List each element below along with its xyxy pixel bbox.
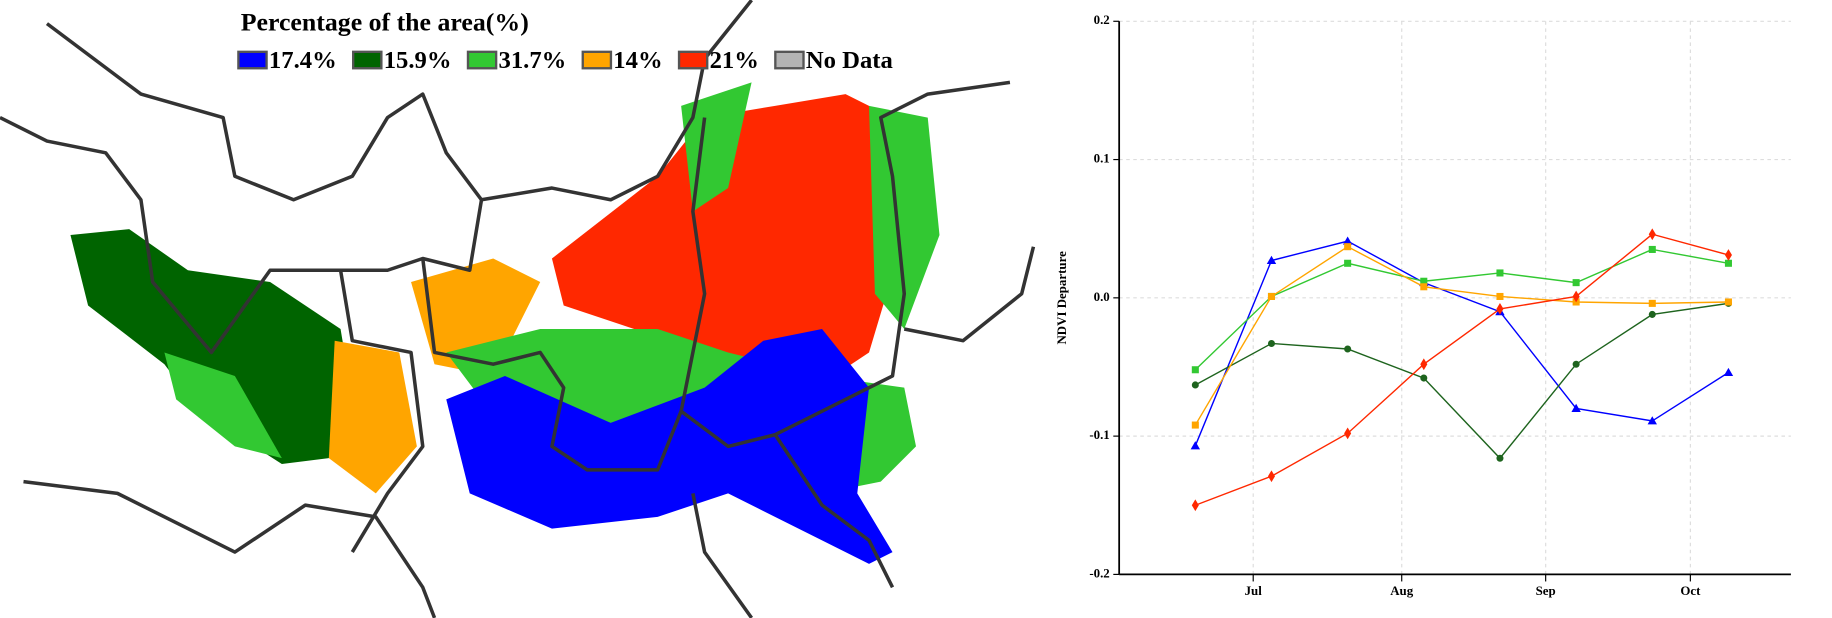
point bbox=[1647, 416, 1657, 425]
map-region bbox=[869, 105, 940, 329]
point bbox=[1344, 243, 1352, 251]
legend-label: 31.7% bbox=[499, 47, 567, 74]
boundary bbox=[23, 479, 437, 618]
boundary bbox=[691, 493, 754, 618]
point bbox=[1496, 292, 1504, 300]
boundary bbox=[903, 246, 1036, 343]
series-line bbox=[1194, 240, 1729, 447]
point bbox=[1496, 269, 1504, 277]
boundary bbox=[0, 0, 753, 355]
series-line bbox=[1194, 248, 1729, 371]
point bbox=[1648, 228, 1656, 241]
map-region bbox=[446, 328, 893, 564]
map-region bbox=[328, 340, 417, 494]
point bbox=[1420, 283, 1428, 291]
series-line bbox=[1194, 245, 1729, 426]
point bbox=[1723, 367, 1734, 377]
point bbox=[1571, 403, 1581, 412]
series-line bbox=[1194, 302, 1729, 460]
y-tick-label: -0.1 bbox=[1089, 427, 1109, 442]
boundary bbox=[45, 22, 483, 202]
map-title: Percentage of the area(%) bbox=[241, 8, 529, 37]
point bbox=[1648, 299, 1656, 307]
legend-label: 15.9% bbox=[384, 47, 452, 74]
point bbox=[1267, 470, 1276, 483]
map-region bbox=[164, 352, 282, 459]
series-line bbox=[1195, 233, 1729, 506]
map: Percentage of the area(%) bbox=[0, 0, 1036, 618]
point bbox=[1496, 303, 1504, 315]
legend-label: 17.4% bbox=[269, 47, 337, 74]
point bbox=[1342, 236, 1353, 245]
y-tick-label: 0.1 bbox=[1094, 151, 1110, 166]
map-region bbox=[551, 94, 905, 400]
point bbox=[1648, 245, 1656, 253]
y-axis-label: NDVI Departure bbox=[1054, 251, 1069, 345]
point bbox=[1724, 249, 1732, 261]
point bbox=[1496, 454, 1504, 462]
boundary bbox=[773, 433, 895, 589]
y-tick-label: 0.2 bbox=[1094, 12, 1110, 27]
y-tick-label: 0.0 bbox=[1094, 289, 1110, 304]
x-tick-label: Sep bbox=[1536, 583, 1556, 598]
legend-label: No Data bbox=[806, 47, 893, 74]
y-tick-label: -0.2 bbox=[1089, 565, 1109, 580]
point bbox=[1724, 298, 1732, 306]
point bbox=[1267, 339, 1276, 347]
legend-label: 21% bbox=[710, 47, 759, 74]
legend-swatch bbox=[352, 50, 383, 70]
point bbox=[1420, 374, 1428, 382]
legend-swatch bbox=[774, 50, 805, 70]
legend-swatch bbox=[581, 50, 613, 70]
point bbox=[1266, 255, 1277, 265]
point bbox=[1648, 310, 1656, 318]
legend-swatch bbox=[677, 50, 709, 70]
x-tick-label: Jul bbox=[1245, 583, 1263, 598]
boundary bbox=[338, 269, 425, 553]
point bbox=[1572, 290, 1580, 303]
x-tick-label: Aug bbox=[1390, 583, 1413, 598]
point bbox=[1572, 360, 1580, 368]
point bbox=[1344, 345, 1352, 353]
point bbox=[1724, 259, 1732, 267]
legend-swatch bbox=[237, 50, 268, 70]
boundary bbox=[421, 117, 707, 472]
point bbox=[1420, 277, 1428, 285]
x-tick-label: Oct bbox=[1680, 583, 1701, 598]
point bbox=[1267, 292, 1276, 300]
map-region bbox=[681, 82, 752, 212]
point bbox=[1344, 427, 1352, 440]
point bbox=[1420, 358, 1428, 371]
point bbox=[1191, 381, 1199, 389]
point bbox=[1191, 366, 1199, 374]
point bbox=[1190, 441, 1201, 450]
legend-label: 14% bbox=[613, 47, 662, 74]
point bbox=[1191, 421, 1199, 429]
map-region bbox=[70, 229, 353, 465]
point bbox=[1344, 259, 1352, 267]
legend-swatch bbox=[466, 50, 498, 70]
boundary bbox=[680, 80, 1011, 449]
point bbox=[1572, 279, 1580, 287]
point bbox=[1191, 499, 1199, 512]
